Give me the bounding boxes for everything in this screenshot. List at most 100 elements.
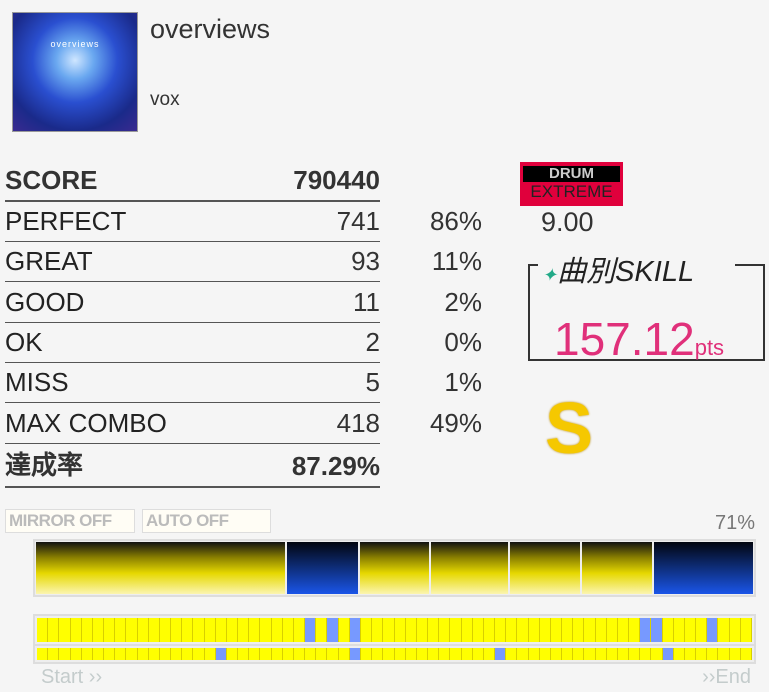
stat-percent: 1% xyxy=(444,367,482,398)
miss-cell xyxy=(349,648,361,660)
stat-value: 741 xyxy=(336,206,380,236)
cell xyxy=(204,618,216,642)
cell xyxy=(696,618,708,642)
cell xyxy=(450,618,462,642)
cell xyxy=(595,618,607,642)
cell xyxy=(472,648,484,660)
cell xyxy=(428,648,440,660)
stat-row: OK 2 xyxy=(5,322,380,363)
cell xyxy=(450,648,462,660)
cell xyxy=(573,618,585,642)
cell xyxy=(483,648,496,660)
cell xyxy=(495,618,507,642)
cell xyxy=(338,618,350,642)
cell xyxy=(70,618,82,642)
cell xyxy=(394,648,406,660)
cell xyxy=(461,618,473,642)
cell xyxy=(673,618,685,642)
cell xyxy=(740,618,752,642)
cell xyxy=(517,648,529,660)
achievement-row: 達成率 87.29% xyxy=(5,446,380,488)
miss-cell xyxy=(651,618,663,642)
segment-yellow xyxy=(431,542,509,594)
stat-percent: 0% xyxy=(444,326,482,357)
cell xyxy=(372,618,384,642)
end-label: ››End xyxy=(702,666,751,688)
stat-row: PERFECT 741 xyxy=(5,201,380,242)
cell xyxy=(617,648,630,660)
cell xyxy=(729,618,741,642)
cell xyxy=(260,648,272,660)
miss-cell xyxy=(707,618,719,642)
cell xyxy=(405,648,417,660)
stat-label: GREAT xyxy=(5,246,93,277)
cell xyxy=(506,618,518,642)
cell xyxy=(37,648,49,660)
stat-label: OK xyxy=(5,326,43,357)
miss-chart-row-1 xyxy=(33,614,756,646)
cell xyxy=(606,618,618,642)
stat-value: 5 xyxy=(365,367,380,398)
stat-percent: 2% xyxy=(444,286,482,317)
cell xyxy=(260,618,272,642)
cell xyxy=(506,648,518,660)
cell xyxy=(416,648,429,660)
cell xyxy=(271,648,283,660)
cell xyxy=(461,648,473,660)
cell xyxy=(729,648,741,660)
cell xyxy=(126,618,138,642)
score-label: SCORE xyxy=(5,165,98,195)
cell xyxy=(718,648,730,660)
miss-cell xyxy=(327,618,339,642)
cell xyxy=(148,648,160,660)
cell xyxy=(249,618,261,642)
skill-logo-icon: ✦ xyxy=(542,265,558,285)
start-label: Start ›› xyxy=(41,666,103,688)
stat-value: 2 xyxy=(365,326,380,357)
stat-row: GREAT 93 xyxy=(5,241,380,283)
cell xyxy=(115,618,127,642)
cell xyxy=(673,648,685,660)
stat-row: MISS 5 xyxy=(5,362,380,404)
cell xyxy=(193,618,205,642)
cell xyxy=(539,648,551,660)
segment-yellow xyxy=(510,542,581,594)
score-value: 790440 xyxy=(293,165,380,195)
cell xyxy=(316,648,328,660)
skill-label: ✦曲別SKILL xyxy=(542,256,695,288)
cell xyxy=(684,648,697,660)
cell xyxy=(271,618,283,642)
song-title: overviews xyxy=(150,14,271,44)
cell xyxy=(238,648,250,660)
cell xyxy=(70,648,82,660)
stat-percent: 49% xyxy=(429,407,482,438)
cell xyxy=(662,618,674,642)
cell xyxy=(282,618,294,642)
cell xyxy=(629,618,641,642)
cell xyxy=(651,648,663,660)
cell xyxy=(293,648,306,660)
stat-value: 11 xyxy=(353,286,380,317)
cell xyxy=(293,618,306,642)
cell xyxy=(159,648,172,660)
progress-percent: 71% xyxy=(714,512,755,534)
cell xyxy=(204,648,216,660)
skill-box: 157.12pts xyxy=(528,264,765,365)
cell xyxy=(617,618,630,642)
cell xyxy=(327,648,339,660)
cell xyxy=(92,648,105,660)
stat-value: 418 xyxy=(336,407,380,438)
cell xyxy=(629,648,641,660)
stat-row: MAX COMBO 418 xyxy=(5,403,380,444)
miss-cell xyxy=(662,648,674,660)
miss-cell xyxy=(640,618,652,642)
cell xyxy=(81,648,93,660)
cell xyxy=(48,648,60,660)
cell xyxy=(372,648,384,660)
cell xyxy=(394,618,406,642)
cell xyxy=(517,618,529,642)
cell xyxy=(182,618,194,642)
miss-cell xyxy=(215,648,227,660)
cell xyxy=(405,618,417,642)
cell xyxy=(439,618,451,642)
